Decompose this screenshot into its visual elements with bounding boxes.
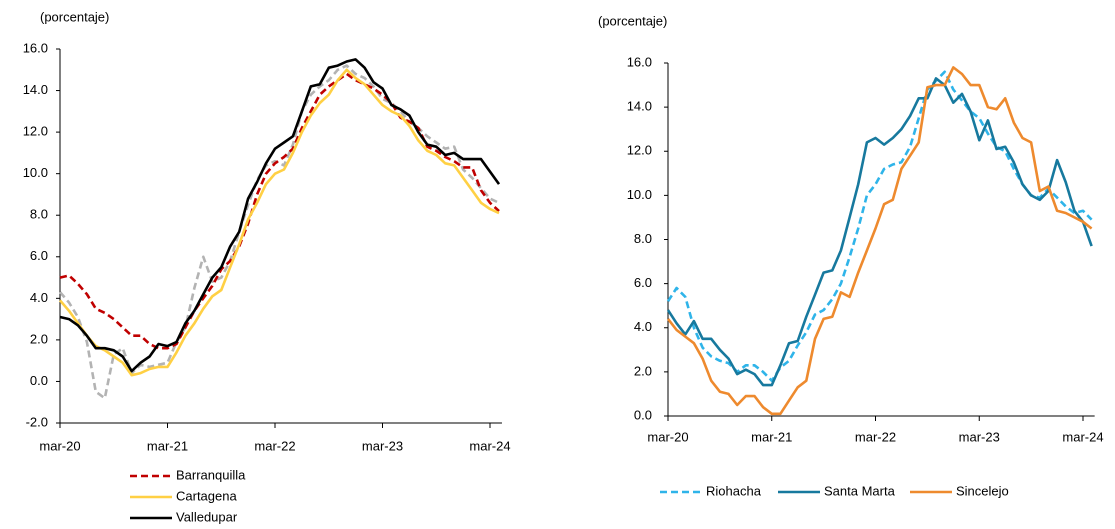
y-tick-label: 4.0 bbox=[634, 319, 652, 334]
y-tick-label: 4.0 bbox=[30, 290, 48, 305]
x-tick-label: mar-21 bbox=[751, 429, 792, 444]
y-tick-label: 0.0 bbox=[634, 407, 652, 422]
series-line bbox=[59, 64, 500, 400]
legend-label: Sincelejo bbox=[956, 483, 1009, 498]
legend-label: Barranquilla bbox=[176, 467, 246, 482]
series-line bbox=[59, 68, 500, 377]
y-tick-label: 16.0 bbox=[23, 40, 48, 55]
y-tick-label: 14.0 bbox=[23, 82, 48, 97]
y-tick-label: 10.0 bbox=[627, 187, 652, 202]
y-tick-label: 10.0 bbox=[23, 165, 48, 180]
y-tick-label: 12.0 bbox=[23, 124, 48, 139]
x-tick-label: mar-21 bbox=[147, 438, 188, 453]
series-line bbox=[666, 70, 1093, 383]
series-line bbox=[59, 58, 501, 373]
x-tick-label: mar-22 bbox=[855, 429, 896, 444]
y-axis-label: (porcentaje) bbox=[40, 9, 109, 24]
x-tick-label: mar-20 bbox=[647, 429, 688, 444]
series-line bbox=[666, 66, 1093, 416]
x-tick-label: mar-23 bbox=[959, 429, 1000, 444]
x-tick-label: mar-24 bbox=[1062, 429, 1103, 444]
y-tick-label: 0.0 bbox=[30, 373, 48, 388]
y-tick-label: -2.0 bbox=[26, 414, 48, 429]
series-line bbox=[59, 72, 500, 350]
x-tick-label: mar-23 bbox=[362, 438, 403, 453]
y-axis-label: (porcentaje) bbox=[598, 13, 667, 28]
x-tick-label: mar-24 bbox=[469, 438, 510, 453]
y-tick-label: 14.0 bbox=[627, 99, 652, 114]
y-tick-label: 6.0 bbox=[30, 248, 48, 263]
y-tick-label: 8.0 bbox=[634, 231, 652, 246]
y-tick-label: 12.0 bbox=[627, 143, 652, 158]
legend-label: Cartagena bbox=[176, 488, 237, 503]
x-tick-label: mar-20 bbox=[39, 438, 80, 453]
y-tick-label: 2.0 bbox=[634, 363, 652, 378]
y-tick-label: 2.0 bbox=[30, 331, 48, 346]
y-tick-label: 16.0 bbox=[627, 54, 652, 69]
legend-label: Valledupar bbox=[176, 509, 238, 524]
y-tick-label: 6.0 bbox=[634, 275, 652, 290]
series-line bbox=[666, 77, 1093, 387]
legend-label: Riohacha bbox=[706, 483, 762, 498]
legend-label: Santa Marta bbox=[824, 483, 896, 498]
y-tick-label: 8.0 bbox=[30, 207, 48, 222]
x-tick-label: mar-22 bbox=[254, 438, 295, 453]
